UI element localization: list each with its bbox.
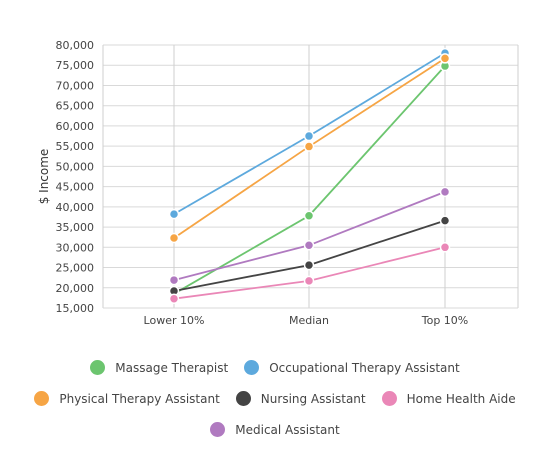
legend-label: Medical Assistant: [235, 422, 340, 437]
legend-label: Massage Therapist: [115, 360, 229, 375]
y-tick-label: 45,000: [56, 181, 95, 194]
data-point-occupational-therapy-assistant: [303, 130, 315, 142]
data-point-nursing-assistant: [439, 215, 451, 226]
data-point-medical-assistant: [303, 240, 315, 251]
legend-item-physical-therapy-assistant[interactable]: Physical Therapy Assistant: [34, 391, 220, 406]
legend-marker: [210, 422, 226, 437]
data-point-medical-assistant: [168, 274, 180, 286]
legend-item-home-health-aide[interactable]: Home Health Aide: [381, 391, 516, 406]
data-point-nursing-assistant: [303, 259, 315, 271]
y-tick-label: 50,000: [56, 160, 95, 173]
data-point-physical-therapy-assistant: [439, 53, 451, 64]
legend-item-nursing-assistant[interactable]: Nursing Assistant: [235, 391, 366, 406]
data-point-home-health-aide: [439, 242, 451, 253]
legend-item-medical-assistant[interactable]: Medical Assistant: [210, 422, 340, 437]
y-tick-label: 20,000: [56, 282, 95, 295]
y-tick-label: 65,000: [56, 100, 95, 113]
legend-row: Medical Assistant: [0, 414, 550, 445]
x-tick-label: Lower 10%: [144, 314, 205, 327]
data-point-physical-therapy-assistant: [303, 141, 315, 152]
y-tick-label: 15,000: [56, 302, 95, 315]
data-point-home-health-aide: [303, 275, 315, 287]
y-tick-label: 70,000: [56, 79, 95, 92]
legend-item-occupational-therapy-assistant[interactable]: Occupational Therapy Assistant: [244, 360, 460, 375]
y-tick-label: 60,000: [56, 120, 95, 133]
legend-label: Nursing Assistant: [260, 391, 366, 406]
x-tick-label: Top 10%: [421, 314, 469, 327]
y-tick-label: 40,000: [56, 201, 95, 214]
y-tick-label: 30,000: [56, 241, 95, 254]
y-tick-label: 55,000: [56, 140, 95, 153]
y-tick-label: 35,000: [56, 221, 95, 234]
legend-marker: [381, 391, 397, 406]
data-point-home-health-aide: [168, 293, 180, 304]
legend-item-massage-therapist[interactable]: Massage Therapist: [90, 360, 228, 375]
y-tick-label: 80,000: [56, 39, 95, 52]
y-tick-label: 25,000: [56, 262, 95, 275]
legend-marker: [90, 360, 106, 375]
data-point-occupational-therapy-assistant: [168, 208, 180, 220]
legend-row: Massage Therapist Occupational Therapy As…: [0, 352, 550, 383]
data-point-massage-therapist: [303, 210, 315, 221]
chart-legend: Massage Therapist Occupational Therapy As…: [0, 352, 550, 445]
legend-marker: [235, 391, 251, 406]
legend-row: Physical Therapy Assistant Nursing Assist…: [0, 383, 550, 414]
data-point-medical-assistant: [439, 186, 451, 198]
line-chart: 15,000 20,000 25,000 30,000 35,000 40,000 45,0…: [37, 39, 519, 327]
y-axis-label: $ Income: [37, 149, 51, 205]
legend-label: Occupational Therapy Assistant: [269, 360, 460, 375]
legend-marker: [244, 360, 260, 375]
legend-label: Home Health Aide: [406, 391, 516, 406]
data-point-physical-therapy-assistant: [168, 232, 180, 244]
y-tick-label: 75,000: [56, 59, 95, 72]
legend-marker: [34, 391, 50, 406]
legend-label: Physical Therapy Assistant: [59, 391, 220, 406]
x-tick-label: Median: [289, 314, 329, 327]
